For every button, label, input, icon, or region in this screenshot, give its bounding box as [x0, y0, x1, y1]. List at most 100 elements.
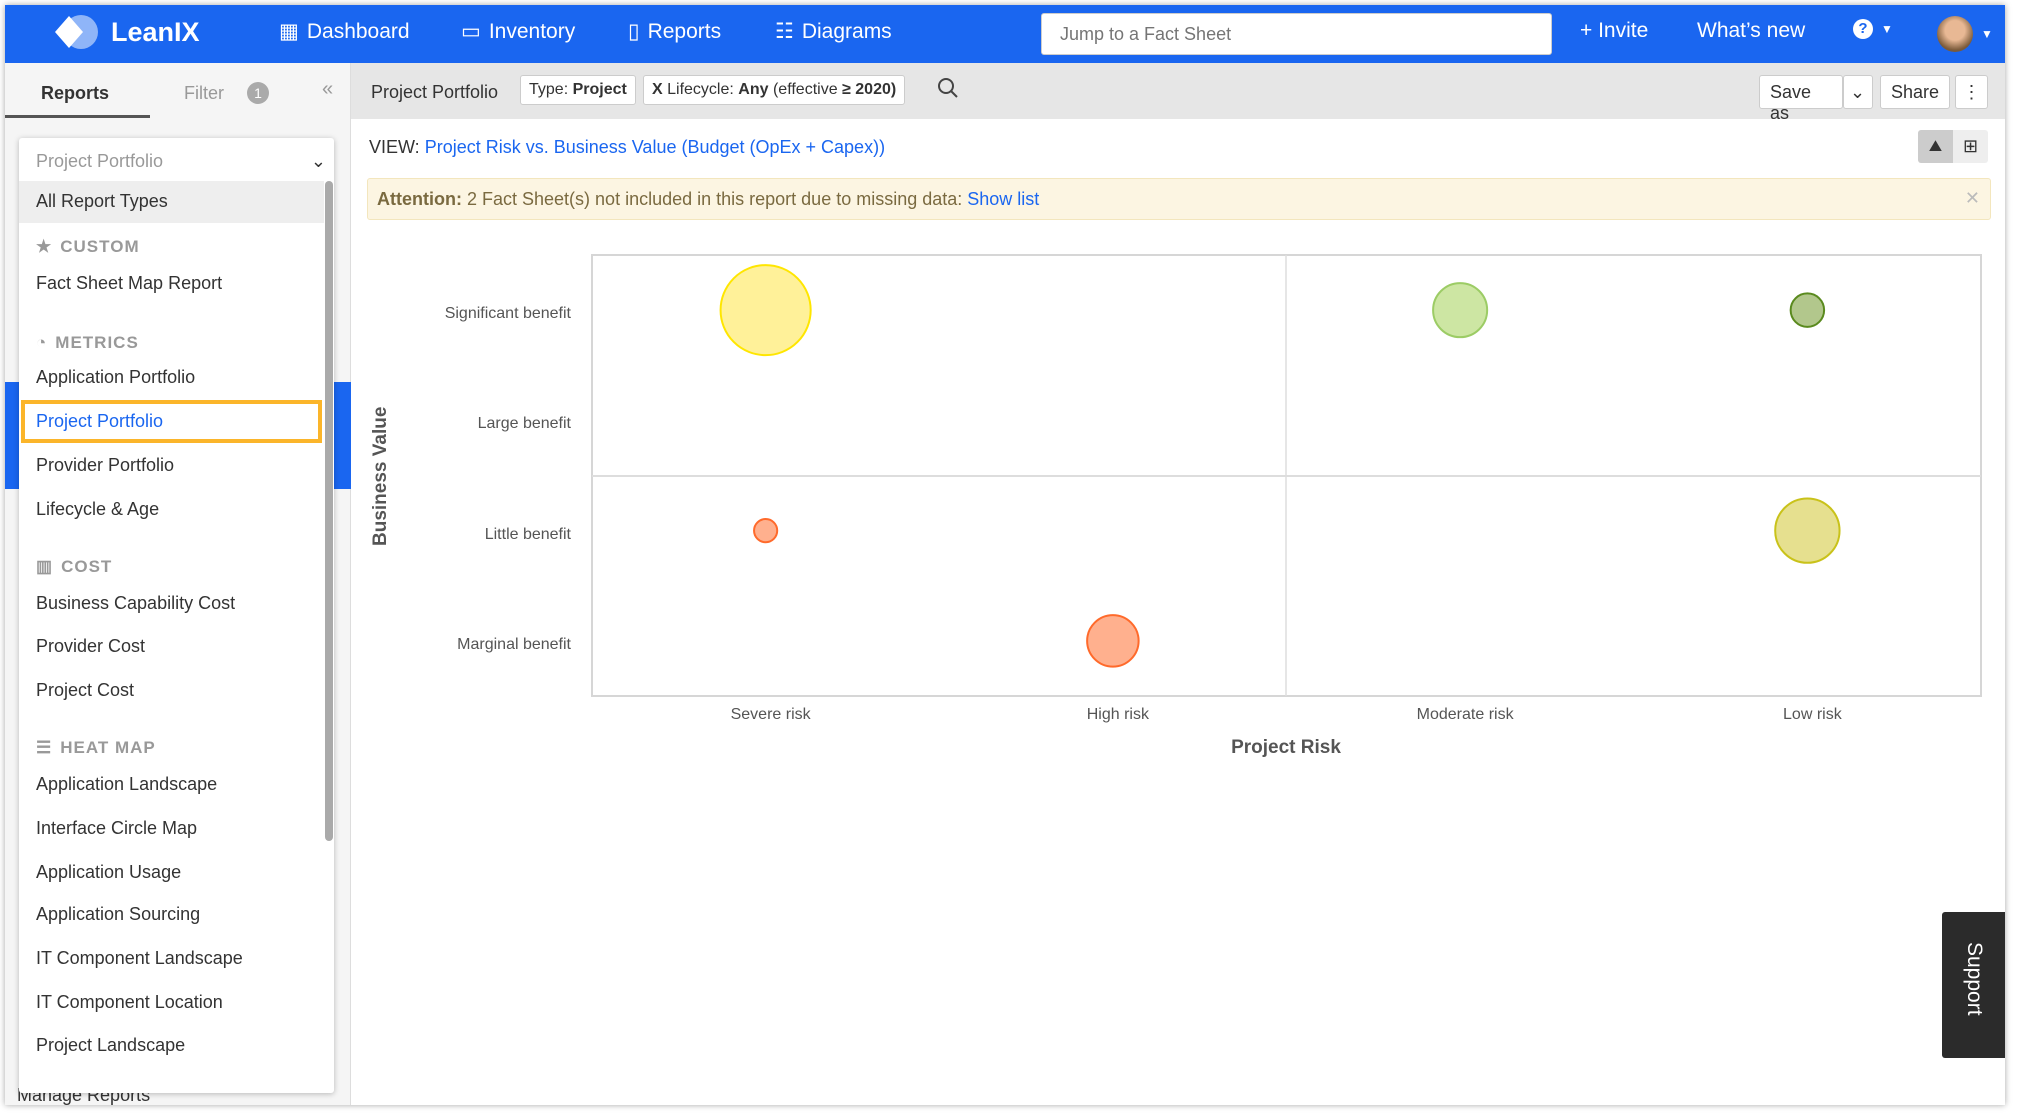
collapse-panel-button[interactable]: «: [322, 78, 334, 100]
top-nav: LeanIX ▦ Dashboard ▭ Inventory ▯ Reports ☷ D…: [5, 5, 2005, 63]
user-menu[interactable]: ▼: [1937, 16, 1993, 52]
x-tick-label: High risk: [1086, 706, 1149, 723]
x-tick-label: Low risk: [1783, 706, 1842, 723]
report-option[interactable]: Application Sourcing: [36, 904, 201, 924]
type-filter-chip[interactable]: Type: Project: [520, 75, 636, 105]
close-icon[interactable]: ✕: [1964, 188, 1980, 208]
bubble-point[interactable]: [1789, 292, 1826, 328]
x-axis-title: Project Risk: [1231, 737, 1341, 758]
list-icon: ☰: [36, 738, 53, 757]
chip-year: ≥ 2020): [842, 81, 897, 98]
reports-icon: ▯: [628, 20, 640, 43]
nav-diagrams[interactable]: ☷ Diagrams: [775, 19, 892, 44]
grid-icon: ⊞: [1962, 136, 1979, 156]
bubble-point[interactable]: [719, 264, 812, 357]
chip-extra: (effective: [772, 81, 838, 98]
chart-view-toggle[interactable]: ⛰: [1918, 130, 1953, 163]
gauge-icon: ◔: [36, 333, 48, 352]
chevron-down-icon: ⌄: [310, 151, 326, 171]
star-icon: ★: [36, 237, 53, 256]
report-option[interactable]: Provider Portfolio: [36, 455, 175, 475]
bubble-point[interactable]: [1774, 497, 1841, 564]
report-option[interactable]: Business Capability Cost: [36, 593, 236, 613]
brand-name: LeanIX: [111, 16, 200, 47]
filter-count-badge: 1: [247, 82, 269, 104]
tab-filter[interactable]: Filter: [184, 83, 224, 103]
bubble-point[interactable]: [1432, 282, 1489, 339]
report-option[interactable]: Project Portfolio: [36, 411, 164, 431]
help-menu[interactable]: ? ▼: [1853, 19, 1893, 39]
section-title: COST: [61, 557, 113, 576]
save-as-button[interactable]: Save as: [1759, 75, 1843, 123]
section-title: METRICS: [55, 333, 139, 352]
selected-value: Project Portfolio: [36, 151, 164, 171]
dashboard-icon: ▦: [279, 20, 299, 43]
section-custom: ★ CUSTOM: [36, 237, 140, 257]
view-label: VIEW:: [369, 137, 420, 157]
attention-label: Attention:: [377, 189, 462, 209]
remove-chip-icon[interactable]: X: [652, 81, 663, 98]
tab-reports[interactable]: Reports: [41, 83, 110, 103]
all-report-types-option[interactable]: [19, 181, 324, 223]
whats-new-label: What’s new: [1697, 19, 1806, 42]
leanix-logo-icon: [55, 15, 98, 49]
help-icon: ?: [1853, 19, 1873, 39]
invite-button[interactable]: + Invite: [1580, 19, 1648, 43]
all-report-types-label: All Report Types: [36, 191, 168, 211]
caret-down-icon: ▼: [1981, 27, 1993, 41]
diagrams-icon: ☷: [775, 20, 794, 43]
bar-chart-icon: ▥: [36, 557, 54, 576]
report-option[interactable]: IT Component Location: [36, 992, 223, 1012]
invite-label: + Invite: [1580, 19, 1649, 42]
nav-label: Reports: [647, 19, 722, 43]
matrix-view-toggle[interactable]: ⊞: [1953, 130, 1988, 163]
nav-inventory[interactable]: ▭ Inventory: [461, 19, 575, 44]
view-value-link[interactable]: Project Risk vs. Business Value (Budget …: [424, 137, 886, 157]
report-option[interactable]: Project Landscape: [36, 1035, 186, 1055]
y-tick-label: Significant benefit: [444, 305, 571, 323]
bubble-chart: [591, 254, 1982, 697]
save-as-dropdown[interactable]: ⌄: [1843, 75, 1873, 109]
report-option[interactable]: Lifecycle & Age: [36, 499, 160, 519]
section-metrics: ◔ METRICS: [36, 333, 139, 353]
y-tick-label: Marginal benefit: [457, 635, 571, 653]
search-icon[interactable]: [936, 76, 960, 100]
report-option[interactable]: Fact Sheet Map Report: [36, 273, 223, 293]
nav-reports[interactable]: ▯ Reports: [628, 19, 721, 44]
report-type-dropdown: Project Portfolio ⌄ All Report Types ★ CUS…: [19, 138, 334, 1093]
logo[interactable]: LeanIX: [51, 14, 200, 50]
nav-label: Diagrams: [801, 19, 892, 43]
chip-label: Type:: [529, 81, 569, 98]
report-option[interactable]: Application Usage: [36, 862, 182, 882]
x-tick-label: Severe risk: [730, 706, 811, 723]
support-tab[interactable]: Support: [1942, 912, 2005, 1058]
whats-new-button[interactable]: What’s new: [1697, 19, 1805, 43]
x-tick-label: Moderate risk: [1416, 706, 1514, 723]
active-tab-indicator: [5, 115, 150, 118]
bubble-point[interactable]: [1086, 614, 1140, 668]
avatar: [1937, 16, 1973, 52]
share-button[interactable]: Share: [1880, 75, 1951, 109]
y-tick-label: Little benefit: [484, 525, 571, 543]
report-type-select[interactable]: Project Portfolio ⌄: [36, 151, 326, 172]
section-title: HEAT MAP: [60, 738, 156, 757]
lifecycle-filter-chip[interactable]: X Lifecycle: Any (effective ≥ 2020): [643, 75, 906, 105]
bubble-point[interactable]: [753, 518, 779, 544]
report-option[interactable]: Project Cost: [36, 680, 135, 700]
report-option[interactable]: Interface Circle Map: [36, 818, 198, 838]
show-list-link[interactable]: Show list: [967, 189, 1040, 209]
report-option[interactable]: Application Portfolio: [36, 367, 196, 387]
chevron-down-icon: ⌄: [1850, 82, 1866, 102]
section-title: CUSTOM: [60, 237, 140, 256]
scrollbar[interactable]: [325, 181, 333, 841]
report-option[interactable]: Provider Cost: [36, 636, 146, 656]
more-options-button[interactable]: ⋮: [1955, 75, 1988, 109]
inventory-icon: ▭: [461, 20, 481, 43]
support-label: Support: [1963, 942, 1986, 1016]
report-option[interactable]: IT Component Landscape: [36, 948, 243, 968]
nav-dashboard[interactable]: ▦ Dashboard: [279, 19, 410, 44]
app-window: LeanIX ▦ Dashboard ▭ Inventory ▯ Reports ☷ D…: [5, 5, 2005, 1105]
fact-sheet-search-input[interactable]: [1041, 13, 1552, 55]
report-option[interactable]: Application Landscape: [36, 774, 218, 794]
view-selector[interactable]: VIEW: Project Risk vs. Business Value (B…: [369, 137, 885, 158]
